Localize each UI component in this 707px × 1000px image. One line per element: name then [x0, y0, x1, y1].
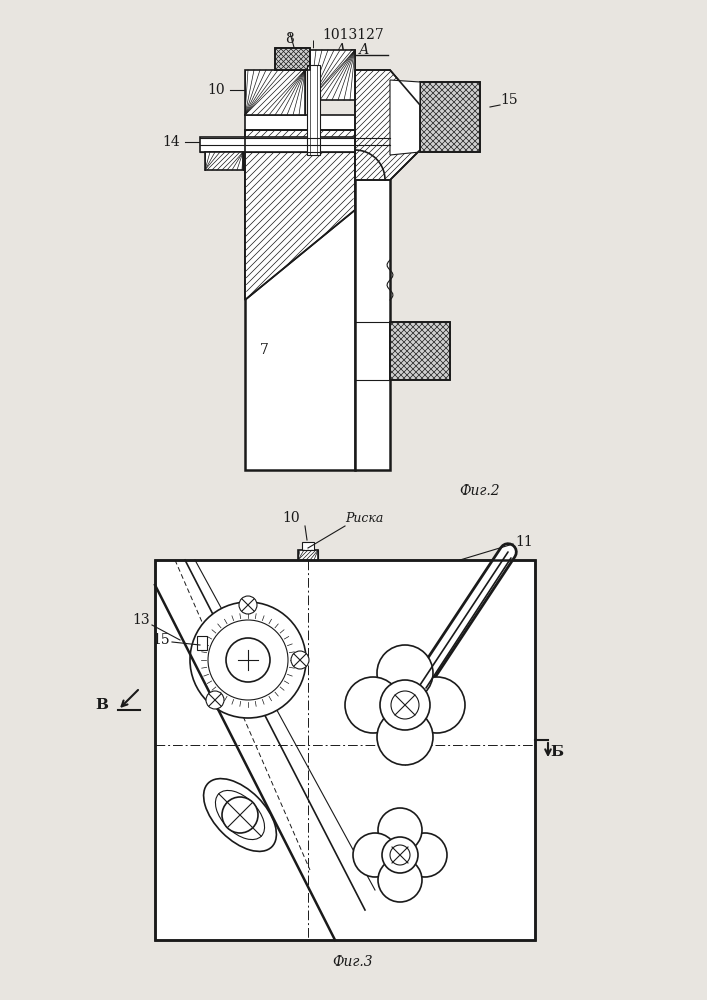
Circle shape: [390, 845, 410, 865]
Circle shape: [291, 651, 309, 669]
Bar: [275, 48, 310, 70]
Ellipse shape: [204, 779, 276, 851]
Text: А - А: А - А: [336, 43, 370, 57]
Polygon shape: [355, 70, 420, 180]
Bar: [245, 130, 355, 470]
Circle shape: [222, 797, 258, 833]
Bar: [155, 560, 535, 940]
Circle shape: [382, 837, 418, 873]
Circle shape: [190, 602, 306, 718]
Text: 10: 10: [282, 511, 300, 525]
Bar: [205, 152, 243, 170]
Bar: [200, 137, 355, 152]
Bar: [245, 70, 305, 115]
Circle shape: [377, 645, 433, 701]
Bar: [310, 50, 355, 100]
Circle shape: [403, 833, 447, 877]
Text: 10: 10: [207, 83, 225, 97]
Text: 13: 13: [132, 613, 150, 627]
Circle shape: [391, 691, 419, 719]
Text: 1013127: 1013127: [322, 28, 384, 42]
Text: В: В: [95, 698, 108, 712]
Bar: [197, 636, 207, 650]
Bar: [298, 550, 318, 560]
Circle shape: [378, 808, 422, 852]
Text: 15: 15: [500, 93, 518, 107]
Circle shape: [239, 596, 257, 614]
Text: 14: 14: [162, 135, 180, 149]
Bar: [155, 560, 535, 940]
Bar: [420, 82, 480, 152]
Ellipse shape: [216, 790, 264, 840]
Circle shape: [206, 691, 224, 709]
Text: Фиг.2: Фиг.2: [460, 484, 501, 498]
Text: 7: 7: [260, 343, 269, 357]
Circle shape: [378, 858, 422, 902]
Text: 11: 11: [515, 535, 533, 549]
Bar: [307, 65, 320, 155]
Polygon shape: [245, 130, 355, 300]
Circle shape: [208, 620, 288, 700]
Circle shape: [345, 677, 401, 733]
Circle shape: [226, 638, 270, 682]
Circle shape: [377, 709, 433, 765]
Text: Б: Б: [550, 745, 563, 759]
Bar: [245, 115, 390, 130]
Polygon shape: [390, 80, 420, 155]
Bar: [302, 542, 314, 550]
Bar: [390, 322, 450, 380]
Circle shape: [409, 677, 465, 733]
Text: Риска: Риска: [345, 512, 383, 525]
Bar: [298, 550, 318, 560]
Bar: [420, 82, 480, 152]
Bar: [355, 115, 390, 470]
Text: 8: 8: [286, 32, 294, 46]
Circle shape: [380, 680, 430, 730]
Bar: [275, 48, 310, 70]
Text: Фиг.3: Фиг.3: [333, 955, 373, 969]
Bar: [390, 322, 450, 380]
Text: 15: 15: [153, 633, 170, 647]
Circle shape: [353, 833, 397, 877]
